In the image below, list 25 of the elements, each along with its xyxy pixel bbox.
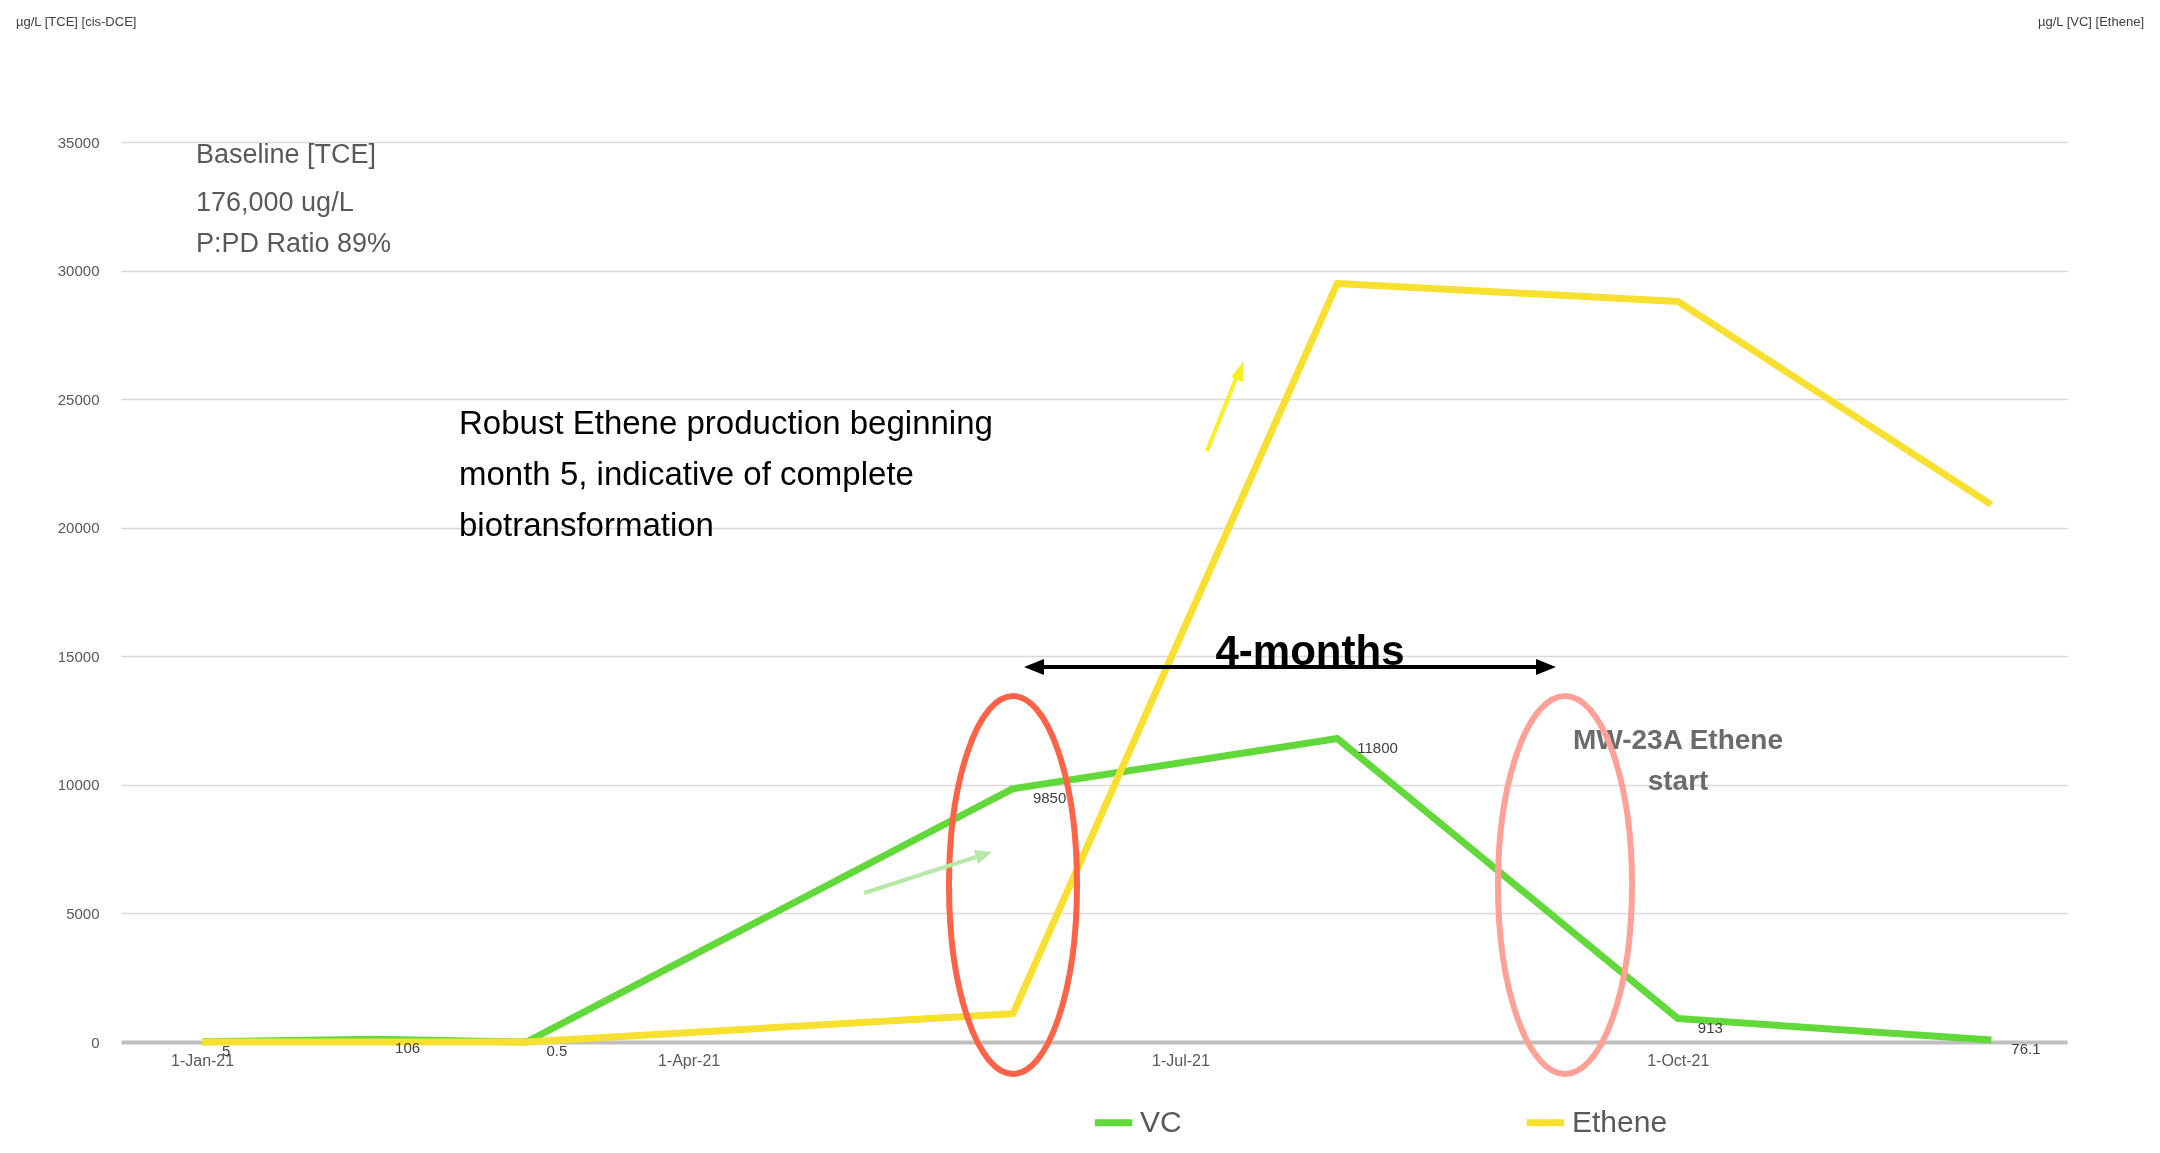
data-label: 76.1 — [2011, 1040, 2041, 1058]
annotation: 176,000 ug/L — [196, 187, 354, 217]
y-tick-label: 10000 — [57, 776, 100, 794]
annotation: P:PD Ratio 89% — [196, 228, 392, 258]
annotation: 4-months — [1215, 627, 1405, 674]
text: µg/L [TCE] [cis-DCE] — [16, 14, 137, 29]
y-tick-label: 5000 — [66, 904, 100, 922]
y-tick-label: 25000 — [57, 390, 100, 408]
data-label: 9850 — [1032, 788, 1067, 806]
annotation: Baseline [TCE] — [196, 139, 377, 169]
data-label: 913 — [1697, 1018, 1723, 1036]
data-label: 11800 — [1357, 738, 1398, 756]
text: µg/L [VC] [Ethene] — [2037, 14, 2144, 29]
annotation: Robust Ethene production beginning month 5, indicative of complete biotransformation — [459, 404, 993, 543]
data-label: 0.5 — [546, 1041, 568, 1059]
y-tick-label: 35000 — [57, 133, 100, 151]
legend-label: Ethene — [1572, 1104, 1668, 1138]
y-tick-label: 20000 — [57, 519, 100, 537]
x-tick-label: 1-Jul-21 — [1152, 1051, 1210, 1069]
x-tick-label: 1-Apr-21 — [657, 1051, 721, 1069]
y-tick-label: 15000 — [57, 647, 100, 665]
y-tick-label: 30000 — [57, 262, 100, 280]
legend-label: VC — [1140, 1104, 1182, 1138]
y-tick-label: 0 — [91, 1033, 100, 1051]
x-tick-label: 1-Oct-21 — [1647, 1051, 1710, 1069]
